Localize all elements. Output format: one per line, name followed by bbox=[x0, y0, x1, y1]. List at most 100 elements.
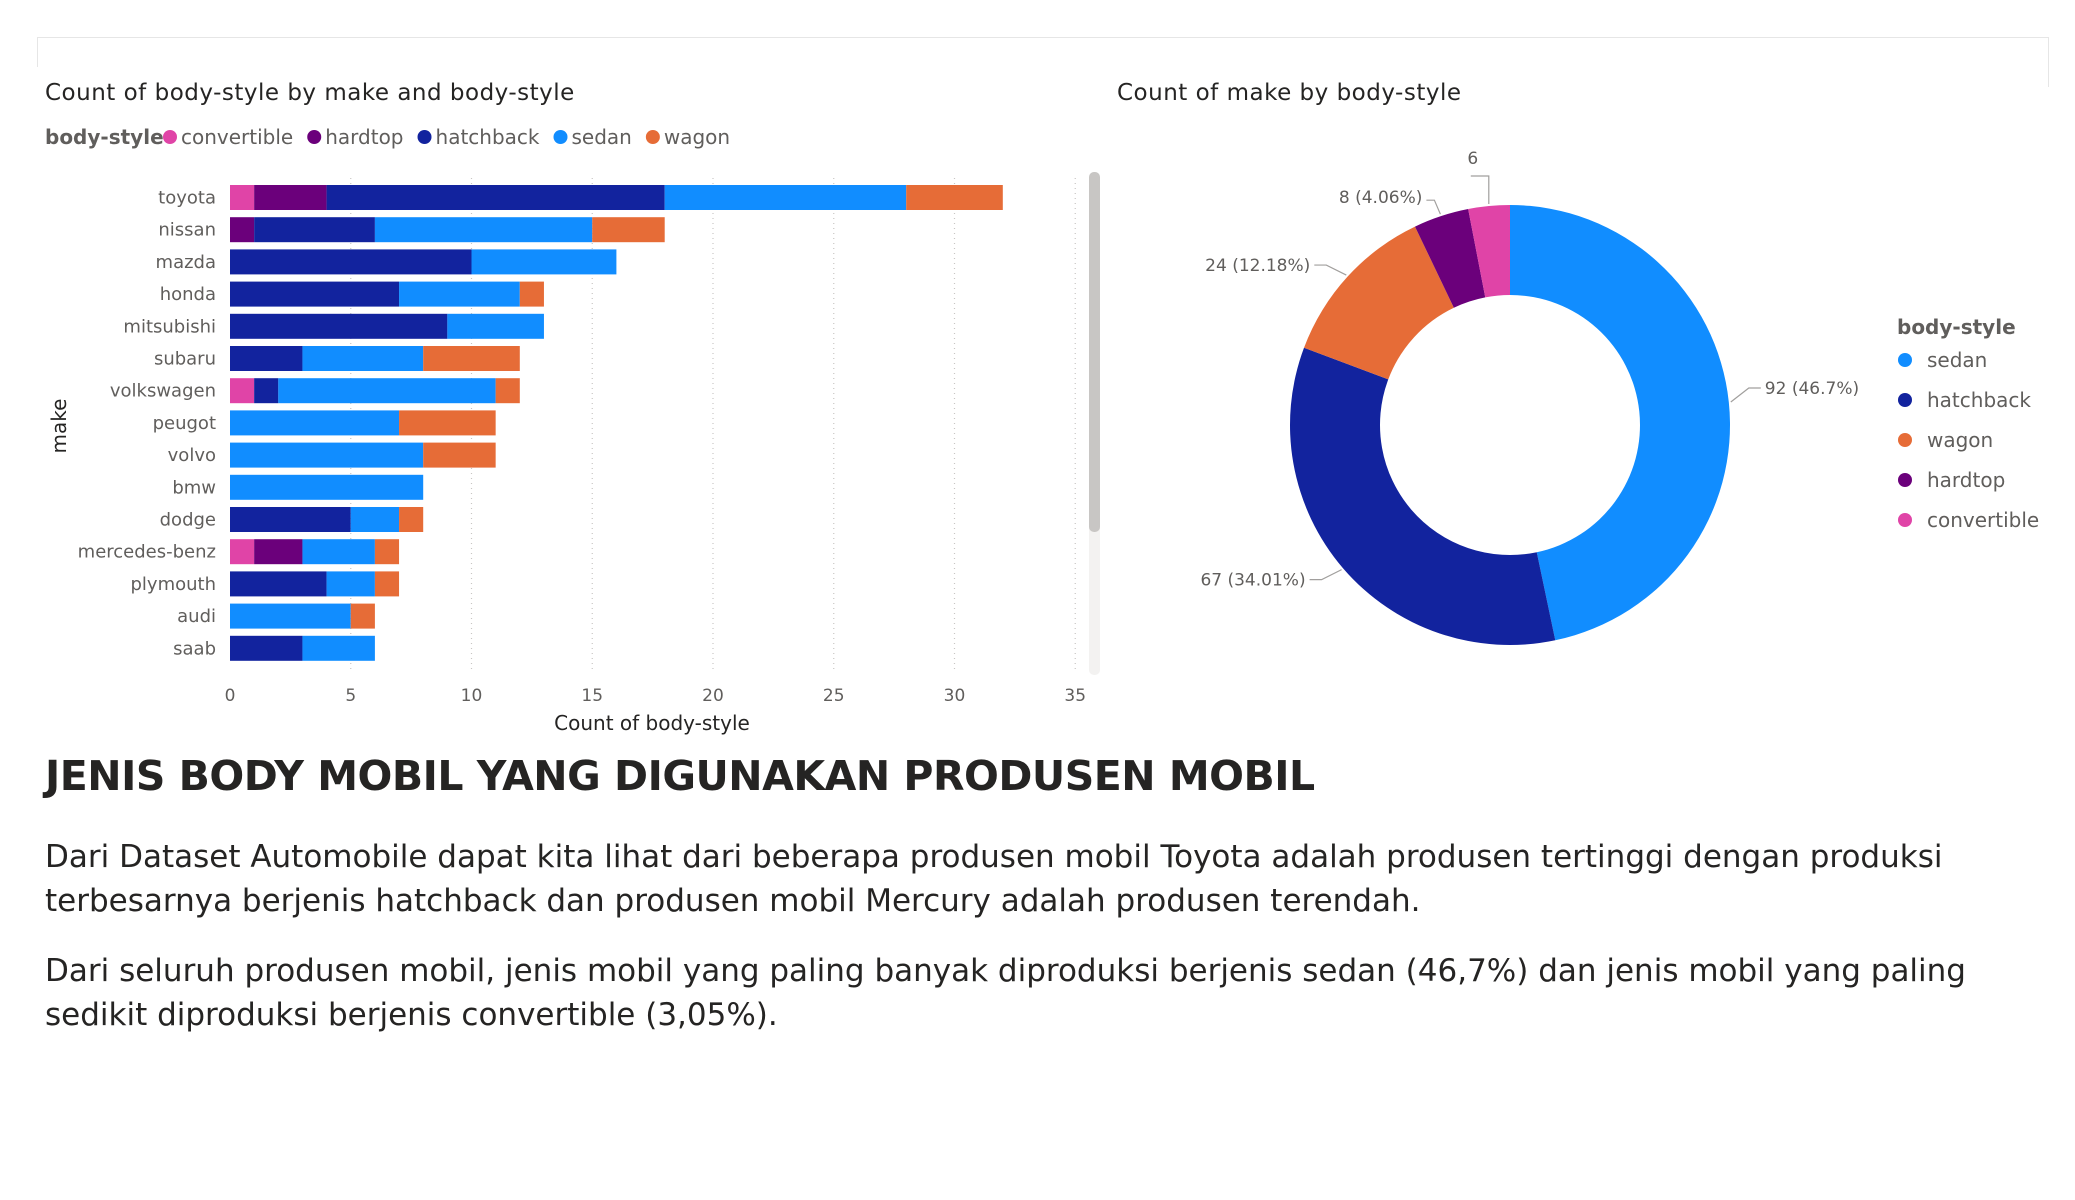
bar-segment-wagon[interactable] bbox=[374, 539, 400, 565]
bar-segment-hardtop[interactable] bbox=[254, 185, 327, 210]
legend-label-sedan[interactable]: sedan bbox=[572, 125, 632, 149]
bar-category-labels: toyota nissan mazda honda mitsubishi subaru vo… bbox=[78, 188, 216, 660]
category-label: volvo bbox=[168, 445, 216, 466]
legend-label-sedan[interactable]: sedan bbox=[1927, 348, 1987, 372]
donut-label-text: 6 bbox=[1467, 149, 1478, 169]
donut-label-convertible: 6 bbox=[1467, 149, 1490, 205]
donut-slice-wagon[interactable] bbox=[1304, 226, 1454, 380]
donut-data-labels: 92 (46.7%) 67 (34.01%) 24 (12.18%) 8 (4.06%… bbox=[1200, 149, 1859, 591]
bar-segment-hatchback[interactable] bbox=[230, 635, 303, 661]
category-label: mazda bbox=[156, 252, 216, 273]
donut-slice-sedan[interactable] bbox=[1510, 205, 1730, 641]
bar-segment-sedan[interactable] bbox=[350, 507, 400, 532]
bar-segment-wagon[interactable] bbox=[423, 442, 496, 468]
x-tick-label: 30 bbox=[944, 686, 966, 706]
donut-chart[interactable]: Count of make by body-style 92 (46.7%) 67… bbox=[1110, 0, 2075, 700]
bar-segment-wagon[interactable] bbox=[399, 410, 496, 436]
bar-segment-wagon[interactable] bbox=[374, 571, 400, 597]
legend-marker-sedan bbox=[1898, 353, 1912, 367]
bar-segment-sedan[interactable] bbox=[399, 281, 520, 307]
bar-segment-hatchback[interactable] bbox=[254, 217, 375, 243]
scrollbar-thumb[interactable] bbox=[1089, 172, 1100, 532]
bar-segment-wagon[interactable] bbox=[399, 507, 424, 532]
bar-segment-sedan[interactable] bbox=[278, 378, 496, 404]
donut-label-wagon: 24 (12.18%) bbox=[1205, 256, 1347, 276]
legend-marker-convertible bbox=[163, 130, 177, 144]
donut-label-hatchback: 67 (34.01%) bbox=[1200, 569, 1342, 591]
bar-segment-hardtop[interactable] bbox=[254, 539, 303, 565]
bar-segment-convertible[interactable] bbox=[230, 539, 255, 565]
bar-chart[interactable]: Count of body-style by make and body-sty… bbox=[0, 0, 1110, 750]
legend-label-convertible[interactable]: convertible bbox=[181, 125, 293, 149]
legend-label-wagon[interactable]: wagon bbox=[664, 125, 730, 149]
x-tick-label: 25 bbox=[823, 686, 845, 706]
donut-slice-hatchback[interactable] bbox=[1290, 347, 1556, 645]
donut-slice-convertible[interactable] bbox=[1468, 205, 1510, 298]
legend-marker-hatchback bbox=[1898, 393, 1912, 407]
legend-marker-hardtop bbox=[1898, 473, 1912, 487]
x-tick-label: 10 bbox=[461, 686, 483, 706]
legend-marker-hardtop bbox=[307, 130, 322, 144]
donut-slice-hardtop[interactable] bbox=[1414, 209, 1486, 308]
bar-segment-wagon[interactable] bbox=[906, 185, 1003, 210]
bar-segment-sedan[interactable] bbox=[230, 603, 351, 629]
category-label: audi bbox=[177, 606, 216, 627]
leader-line bbox=[1314, 264, 1347, 276]
bar-segment-sedan[interactable] bbox=[302, 539, 375, 565]
bar-segment-hatchback[interactable] bbox=[326, 185, 665, 210]
bar-segment-wagon[interactable] bbox=[495, 378, 520, 404]
legend-label-convertible[interactable]: convertible bbox=[1927, 508, 2039, 532]
leader-line bbox=[1470, 175, 1490, 205]
bar-segment-hardtop[interactable] bbox=[230, 217, 255, 243]
bar-segment-wagon[interactable] bbox=[519, 281, 544, 307]
legend-label-hatchback[interactable]: hatchback bbox=[436, 125, 540, 149]
bar-segment-sedan[interactable] bbox=[374, 217, 593, 243]
bar-segment-hatchback[interactable] bbox=[230, 313, 448, 339]
visual-frame-top bbox=[37, 37, 2049, 38]
bar-segment-wagon[interactable] bbox=[350, 603, 375, 629]
bar-marks bbox=[230, 185, 1003, 661]
bar-segment-hatchback[interactable] bbox=[230, 346, 303, 371]
bar-segment-wagon[interactable] bbox=[592, 217, 665, 243]
bar-segment-hatchback[interactable] bbox=[230, 507, 351, 532]
bar-segment-hatchback[interactable] bbox=[230, 281, 400, 307]
visual-frame-right bbox=[2048, 37, 2049, 87]
bar-segment-sedan[interactable] bbox=[664, 185, 907, 210]
bar-segment-wagon[interactable] bbox=[423, 346, 520, 371]
donut-label-sedan: 92 (46.7%) bbox=[1730, 379, 1859, 403]
donut-chart-title: Count of make by body-style bbox=[1117, 80, 1462, 106]
category-label: saab bbox=[173, 638, 216, 659]
donut-label-hardtop: 8 (4.06%) bbox=[1339, 188, 1441, 215]
legend-label-hardtop[interactable]: hardtop bbox=[1927, 468, 2005, 492]
bar-segment-sedan[interactable] bbox=[302, 635, 375, 661]
bar-segment-convertible[interactable] bbox=[230, 378, 255, 404]
category-label: volkswagen bbox=[110, 381, 216, 402]
bar-y-axis-title: make bbox=[47, 399, 71, 454]
bar-legend-title: body-style bbox=[45, 125, 164, 149]
category-label: dodge bbox=[160, 510, 216, 531]
bar-segment-hatchback[interactable] bbox=[254, 378, 279, 404]
donut-slices bbox=[1290, 205, 1730, 645]
legend-label-wagon[interactable]: wagon bbox=[1927, 428, 1993, 452]
x-tick-label: 15 bbox=[581, 686, 603, 706]
leader-line bbox=[1426, 199, 1441, 215]
bar-segment-sedan[interactable] bbox=[326, 571, 375, 597]
bar-segment-hatchback[interactable] bbox=[230, 249, 472, 275]
legend-label-hardtop[interactable]: hardtop bbox=[325, 125, 403, 149]
bar-segment-convertible[interactable] bbox=[230, 185, 255, 210]
bar-x-ticks: 0 5 10 15 20 25 30 35 bbox=[225, 686, 1086, 706]
leader-line bbox=[1730, 387, 1761, 403]
legend-label-hatchback[interactable]: hatchback bbox=[1927, 388, 2031, 412]
category-label: mercedes-benz bbox=[78, 542, 216, 563]
bar-segment-sedan[interactable] bbox=[302, 346, 424, 371]
category-label: bmw bbox=[172, 477, 216, 498]
bar-segment-hatchback[interactable] bbox=[230, 571, 327, 597]
bar-segment-sedan[interactable] bbox=[230, 410, 400, 436]
bar-segment-sedan[interactable] bbox=[471, 249, 617, 275]
bar-segment-sedan[interactable] bbox=[230, 474, 424, 500]
category-label: toyota bbox=[158, 188, 216, 209]
paragraph-2: Dari seluruh produsen mobil, jenis mobil… bbox=[45, 953, 1966, 1033]
bar-segment-sedan[interactable] bbox=[230, 442, 424, 468]
bar-segment-sedan[interactable] bbox=[447, 313, 544, 339]
bar-x-axis-title: Count of body-style bbox=[554, 711, 750, 735]
